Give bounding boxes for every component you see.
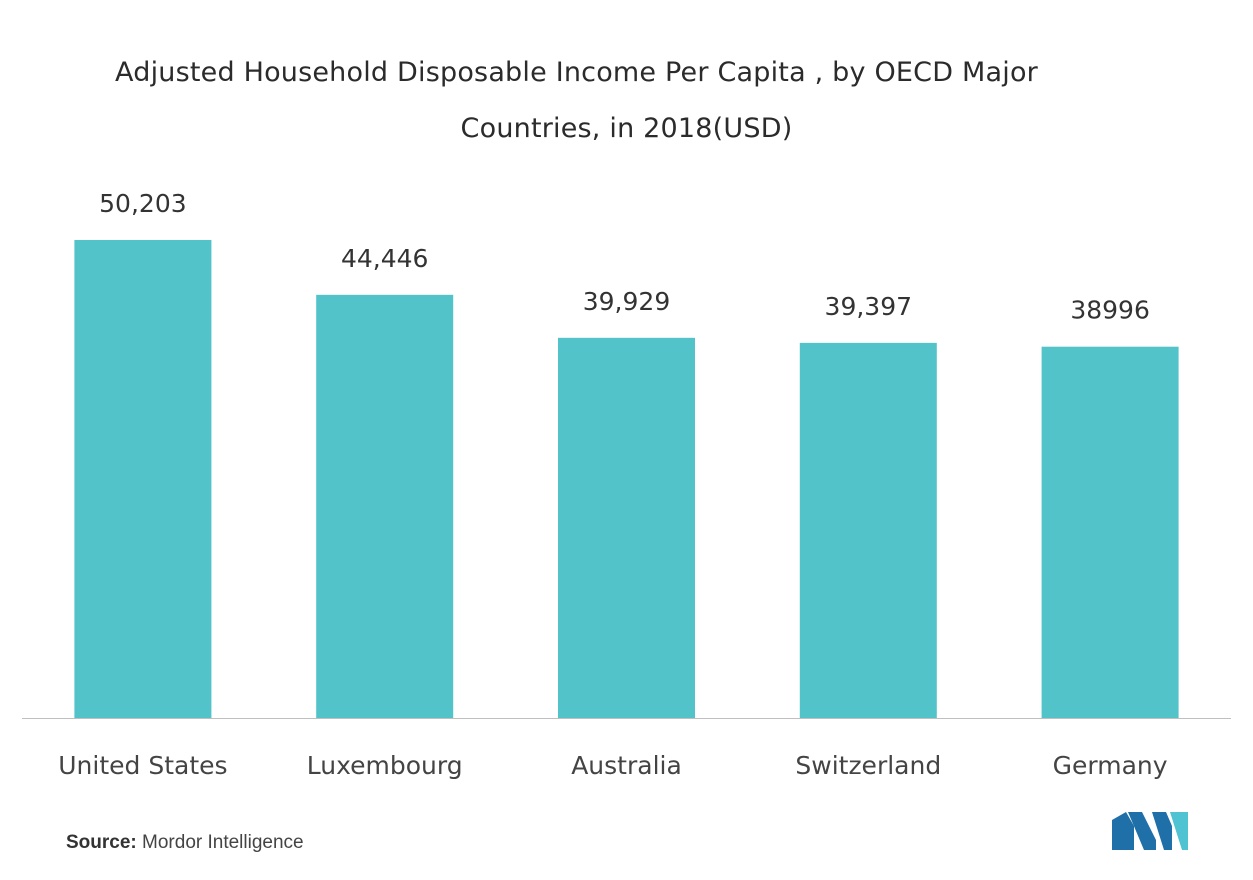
category-label: Switzerland bbox=[795, 751, 941, 780]
source-label: Source: bbox=[66, 832, 137, 853]
mordor-intelligence-logo-icon bbox=[1112, 812, 1188, 850]
category-label: Germany bbox=[1053, 751, 1168, 780]
data-label: 39,397 bbox=[825, 292, 912, 321]
bar-germany bbox=[1041, 346, 1179, 718]
data-label: 39,929 bbox=[583, 287, 670, 316]
source-text: Mordor Intelligence bbox=[142, 832, 304, 853]
data-label: 50,203 bbox=[99, 189, 186, 218]
chart-title-line2: Countries, in 2018(USD) bbox=[460, 113, 793, 144]
chart-title-line1: Adjusted Household Disposable Income Per… bbox=[115, 57, 1038, 88]
category-label: United States bbox=[58, 751, 227, 780]
bar-switzerland bbox=[799, 342, 937, 718]
data-label: 38996 bbox=[1070, 296, 1150, 325]
bar-australia bbox=[558, 337, 695, 718]
source-note: Source: Mordor Intelligence bbox=[66, 832, 304, 854]
bar-united-states bbox=[74, 240, 212, 718]
bar-chart: 50,203 United States 44,446 Luxembourg 39,92… bbox=[22, 189, 1231, 780]
data-label: 44,446 bbox=[341, 244, 428, 273]
bar-luxembourg bbox=[316, 294, 454, 718]
category-label: Australia bbox=[571, 751, 682, 780]
category-label: Luxembourg bbox=[307, 751, 463, 780]
